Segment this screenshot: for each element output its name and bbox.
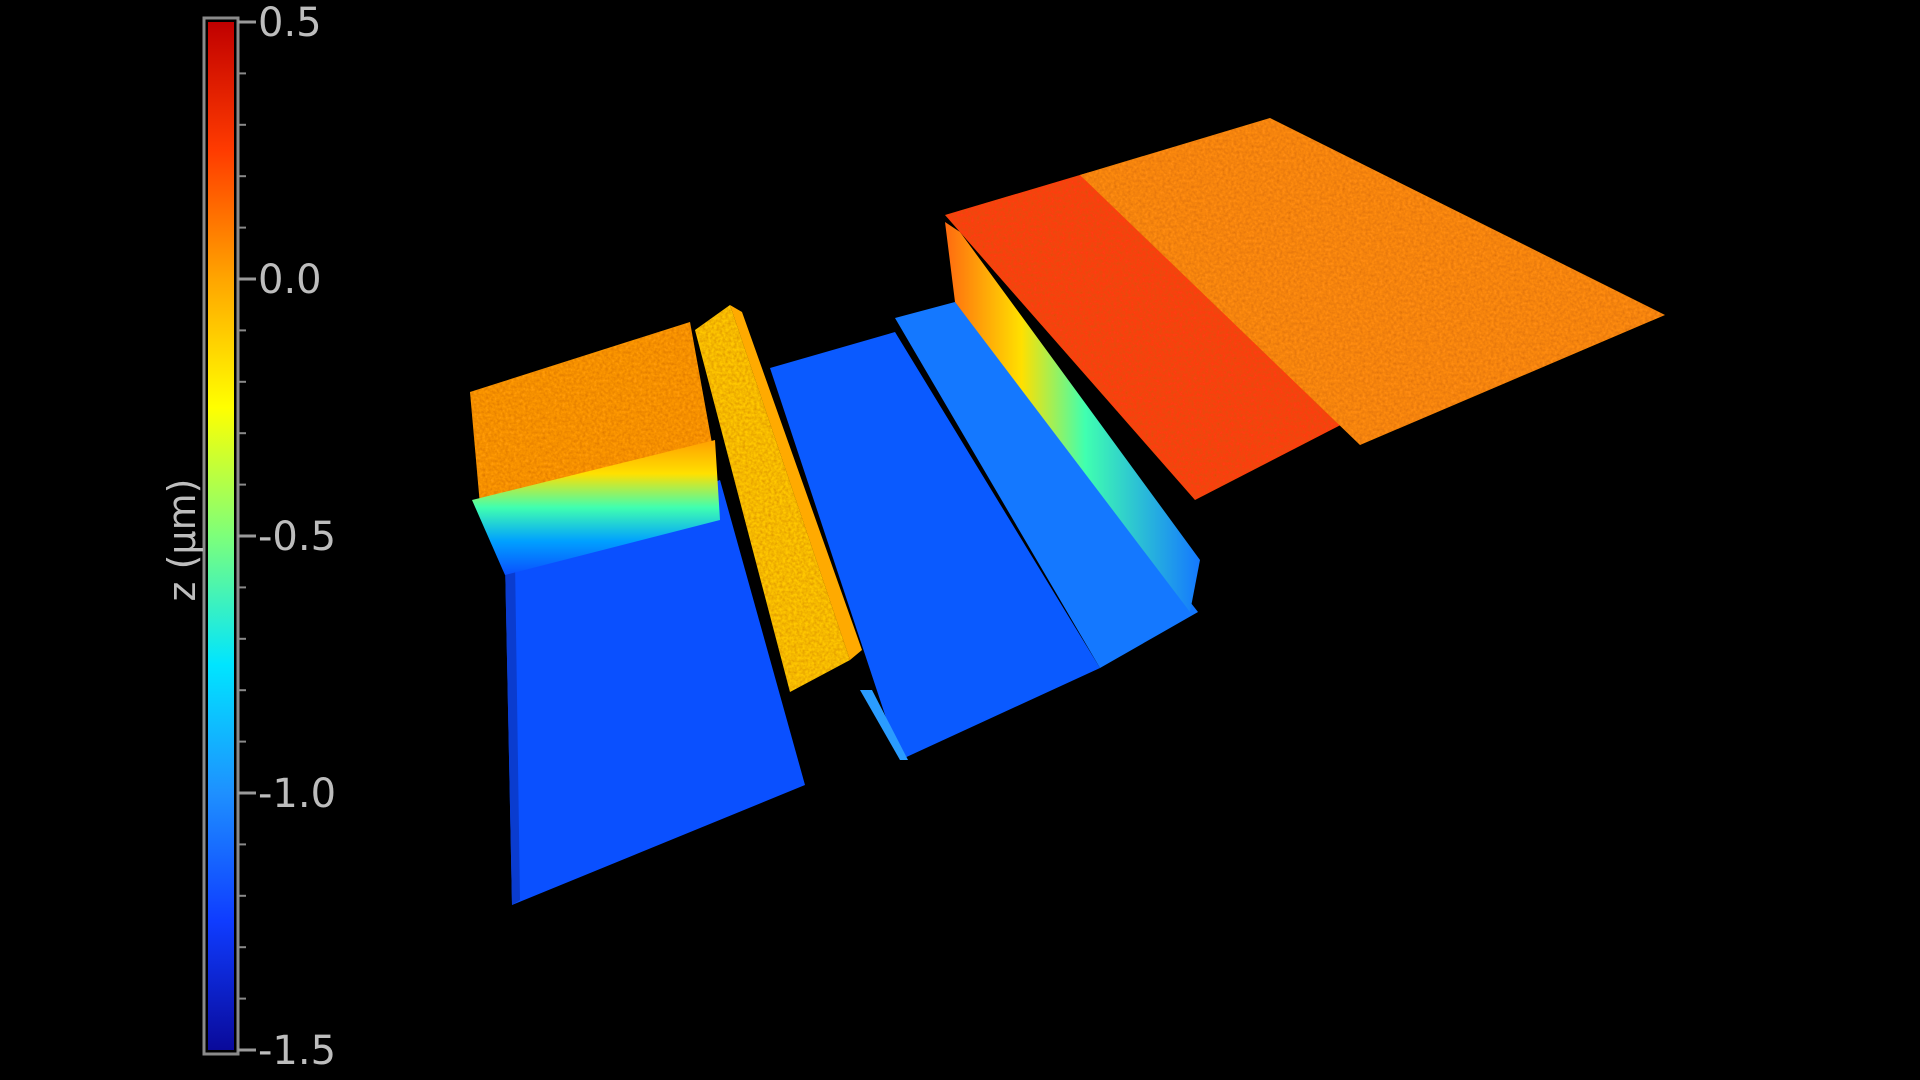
narrow-ridge	[695, 305, 850, 692]
colorbar-tick-label: -1.0	[258, 771, 336, 817]
colorbar-tick-label: -0.5	[258, 514, 336, 560]
middle-step	[895, 302, 1198, 668]
middle-channel-edge	[860, 690, 908, 760]
right-wall	[945, 222, 1200, 612]
colorbar-tick-label: 0.5	[258, 0, 322, 46]
colorbar-fill	[208, 22, 234, 1050]
colorbar-ticks: 0.5 0.0 -0.5 -1.0 -1.5	[238, 0, 336, 1074]
middle-channel-floor	[770, 332, 1100, 760]
left-trench-shade	[505, 560, 520, 905]
colorbar-axis-label: z (μm)	[160, 479, 204, 602]
left-trench-floor	[505, 480, 805, 905]
colorbar-tick-label: -1.5	[258, 1028, 336, 1074]
left-wall	[472, 440, 720, 575]
colorbar: 0.5 0.0 -0.5 -1.0 -1.5 z (μm)	[160, 0, 336, 1074]
narrow-ridge-side	[730, 305, 862, 660]
surface	[470, 118, 1665, 905]
right-plateau	[1080, 118, 1665, 445]
right-step-edge	[945, 172, 1360, 500]
colorbar-tick-label: 0.0	[258, 257, 322, 303]
